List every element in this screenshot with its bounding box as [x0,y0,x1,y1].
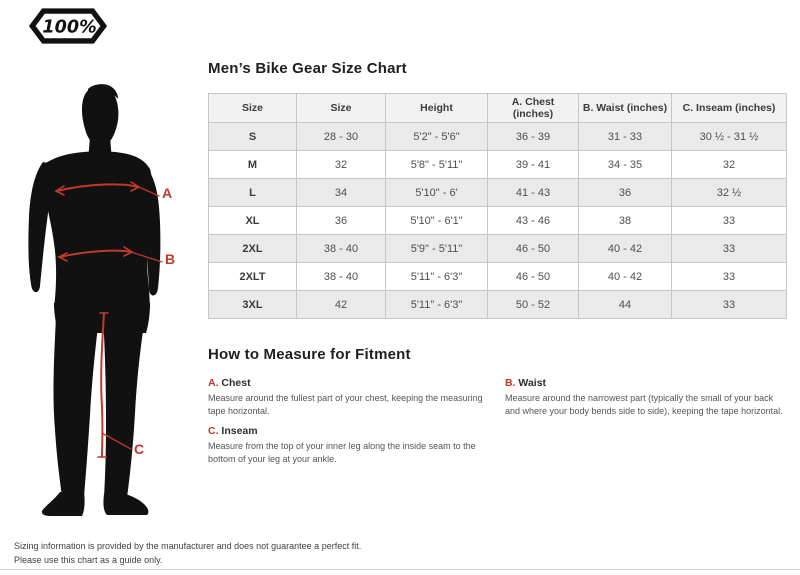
bottom-divider [0,569,800,570]
table-row: M 32 5'8" - 5'11" 39 - 41 34 - 35 32 [208,150,787,179]
measure-letter-c: C. [208,425,219,437]
figure-label-a: A [162,185,172,201]
value-cell: 38 - 40 [296,262,386,291]
column-header-height: Height [385,93,488,123]
value-cell: 38 - 40 [296,234,386,263]
waist-leader-line [130,251,163,263]
value-cell: 31 - 33 [578,122,672,151]
logo-text: 100% [42,17,96,37]
value-cell: 5'9" - 5'11" [385,234,488,263]
measure-item-waist-heading: B. Waist [505,377,787,389]
sizing-disclaimer: Sizing information is provided by the ma… [14,540,361,567]
measure-letter-a: A. [208,377,219,389]
value-cell: 28 - 30 [296,122,386,151]
size-chart-table: Size Size Height A. Chest (inches) B. Wa… [208,93,787,319]
value-cell: 32 ½ [671,178,787,207]
brand-logo-100-percent-icon: 100% [28,5,108,47]
disclaimer-line-2: Please use this chart as a guide only. [14,554,163,565]
measurement-lines [54,181,163,458]
value-cell: 43 - 46 [487,206,579,235]
measure-item-chest: A. Chest Measure around the fullest part… [208,377,490,418]
value-cell: 34 [296,178,386,207]
measure-item-inseam-heading: C. Inseam [208,425,490,437]
measure-item-chest-heading: A. Chest [208,377,490,389]
value-cell: 50 - 52 [487,290,579,319]
disclaimer-line-1: Sizing information is provided by the ma… [14,541,362,551]
value-cell: 41 - 43 [487,178,579,207]
measure-desc-waist: Measure around the narrowest part (typic… [505,393,783,417]
value-cell: 42 [296,290,386,319]
value-cell: 34 - 35 [578,150,672,179]
value-cell: 36 - 39 [487,122,579,151]
value-cell: 30 ½ - 31 ½ [671,122,787,151]
value-cell: 5'11" - 6'3" [385,290,488,319]
table-row: 2XL 38 - 40 5'9" - 5'11" 46 - 50 40 - 42 33 [208,234,787,263]
column-header-size-label: Size [208,93,297,123]
value-cell: 5'10" - 6' [385,178,488,207]
body-silhouette-figure: A B C [10,55,210,525]
column-header-waist: B. Waist (inches) [578,93,672,123]
value-cell: 32 [671,150,787,179]
table-header-row: Size Size Height A. Chest (inches) B. Wa… [208,93,787,123]
value-cell: 33 [671,290,787,319]
how-to-measure-section: How to Measure for Fitment A. Chest Meas… [208,346,786,464]
page-title: Men’s Bike Gear Size Chart [208,60,407,77]
measure-letter-b: B. [505,377,516,389]
size-cell: M [208,150,297,179]
size-cell: XL [208,206,297,235]
silhouette-shapes [28,84,161,516]
value-cell: 32 [296,150,386,179]
table-row: 3XL 42 5'11" - 6'3" 50 - 52 44 33 [208,290,787,319]
value-cell: 40 - 42 [578,234,672,263]
value-cell: 33 [671,262,787,291]
column-header-inseam: C. Inseam (inches) [671,93,787,123]
chest-measure-line [56,183,139,192]
measure-name-chest: Chest [221,377,251,389]
table-header: Size Size Height A. Chest (inches) B. Wa… [208,93,787,123]
measure-name-waist: Waist [518,377,547,389]
measure-desc-chest: Measure around the fullest part of your … [208,393,483,417]
table-row: L 34 5'10" - 6' 41 - 43 36 32 ½ [208,178,787,207]
value-cell: 36 [578,178,672,207]
column-header-chest: A. Chest (inches) [487,93,579,123]
value-cell: 46 - 50 [487,234,579,263]
figure-label-b: B [165,251,175,267]
value-cell: 5'11" - 6'3" [385,262,488,291]
value-cell: 36 [296,206,386,235]
measure-item-inseam: C. Inseam Measure from the top of your i… [208,425,490,466]
value-cell: 39 - 41 [487,150,579,179]
table-row: 2XLT 38 - 40 5'11" - 6'3" 46 - 50 40 - 42 33 [208,262,787,291]
value-cell: 38 [578,206,672,235]
size-cell: 3XL [208,290,297,319]
size-cell: 2XL [208,234,297,263]
measure-desc-inseam: Measure from the top of your inner leg a… [208,441,476,465]
size-cell: S [208,122,297,151]
value-cell: 33 [671,206,787,235]
size-cell: 2XLT [208,262,297,291]
measure-name-inseam: Inseam [221,425,258,437]
waist-measure-line [59,249,132,258]
table-row: S 28 - 30 5'2" - 5'6" 36 - 39 31 - 33 30 ½ - … [208,122,787,151]
inseam-leader-line [101,432,132,450]
figure-label-c: C [134,441,144,457]
value-cell: 33 [671,234,787,263]
value-cell: 5'2" - 5'6" [385,122,488,151]
value-cell: 46 - 50 [487,262,579,291]
size-table-body: S 28 - 30 5'2" - 5'6" 36 - 39 31 - 33 30 ½ - … [208,122,787,319]
table-row: XL 36 5'10" - 6'1" 43 - 46 38 33 [208,206,787,235]
chest-leader-line [138,186,160,197]
how-to-measure-title: How to Measure for Fitment [208,346,411,363]
size-cell: L [208,178,297,207]
value-cell: 5'10" - 6'1" [385,206,488,235]
value-cell: 44 [578,290,672,319]
value-cell: 5'8" - 5'11" [385,150,488,179]
column-header-size-number: Size [296,93,386,123]
inseam-measure-line [100,312,105,458]
measure-item-waist: B. Waist Measure around the narrowest pa… [505,377,787,418]
value-cell: 40 - 42 [578,262,672,291]
